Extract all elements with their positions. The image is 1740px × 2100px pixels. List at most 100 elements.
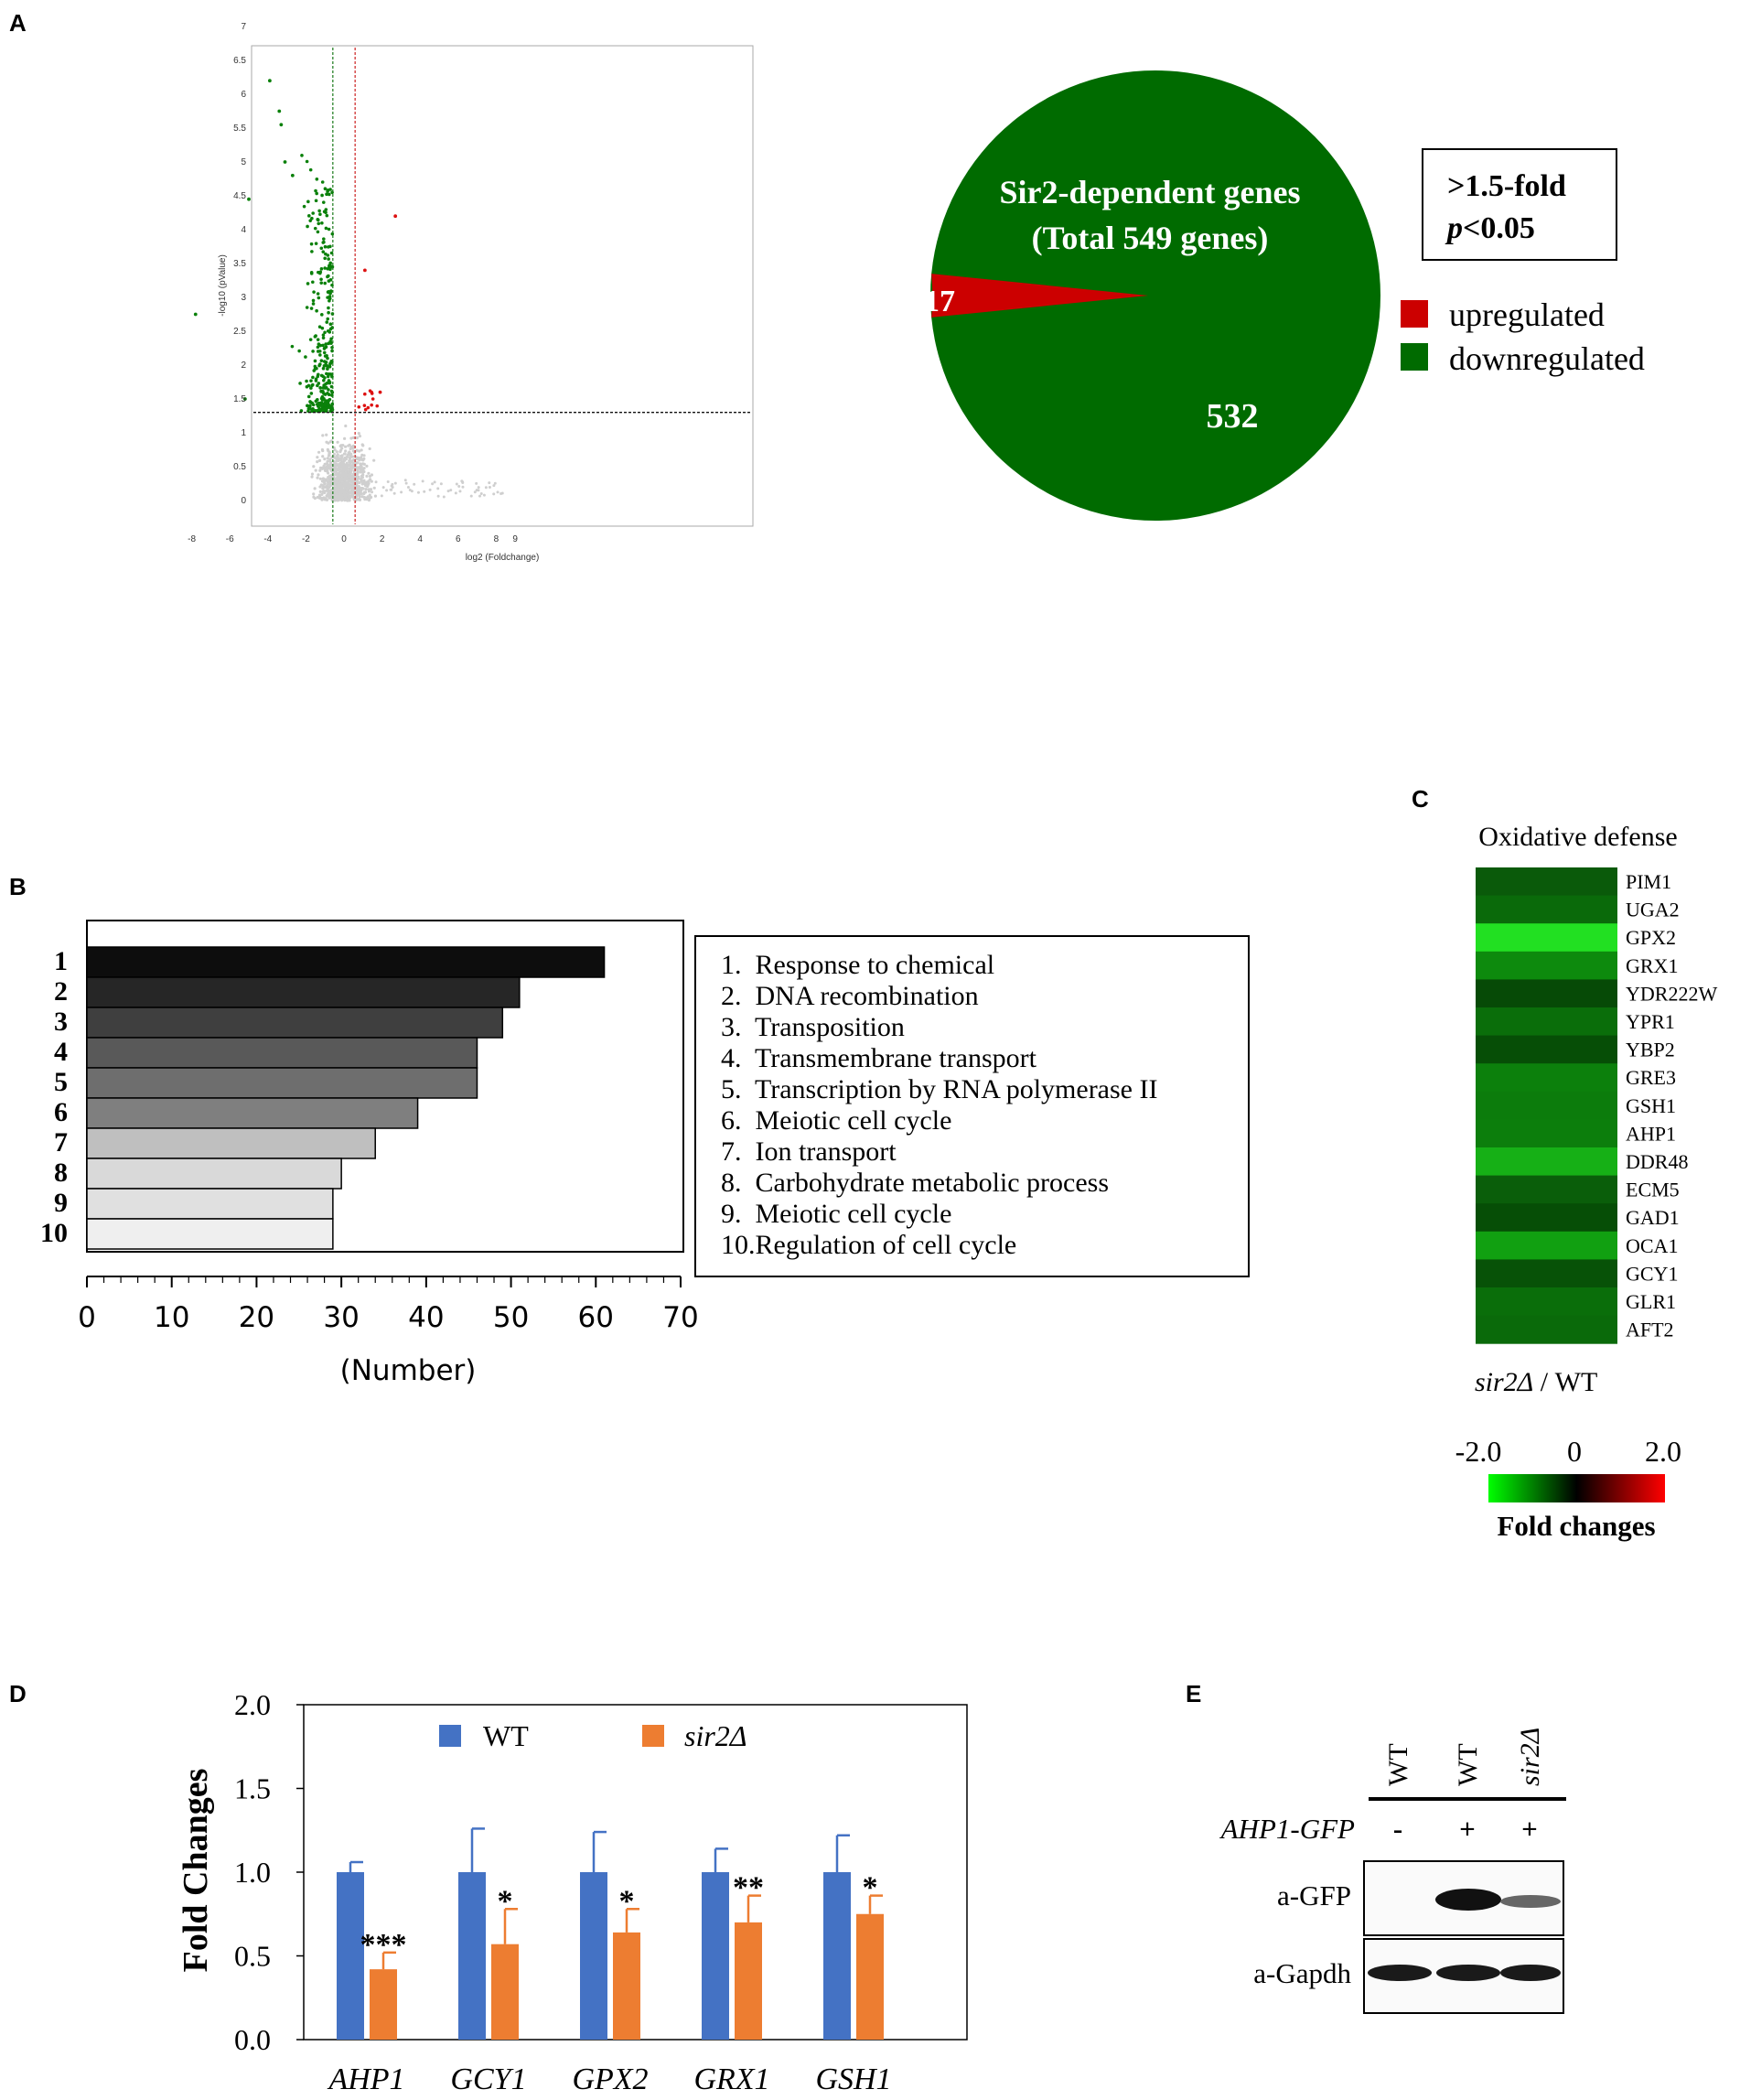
volcano-point-grey [316, 476, 319, 479]
go-bar [86, 1097, 419, 1129]
volcano-point-grey [317, 493, 322, 497]
volcano-point-grey [344, 424, 348, 428]
volcano-point-down [283, 160, 287, 164]
volcano-point-down [299, 409, 304, 413]
volcano-point-down [326, 356, 329, 361]
criteria-pvalue: p<0.05 [1445, 211, 1535, 245]
lane-label-3: sir2Δ [1515, 1728, 1545, 1786]
heatmap-gene-label: DDR48 [1626, 1150, 1688, 1173]
volcano-point-grey [475, 481, 478, 485]
volcano-point-down [324, 342, 328, 346]
go-x-axis: 0 10 20 30 40 50 60 70 [78, 1276, 699, 1334]
volcano-point-down [311, 382, 315, 387]
volcano-point-down [326, 245, 330, 249]
volcano-point-down [323, 401, 328, 404]
volcano-y-tick: 1.5 [233, 394, 246, 404]
qpcr-bar-sir2 [491, 1944, 519, 2040]
volcano-point-grey [349, 436, 353, 440]
volcano-point-down [315, 177, 319, 181]
volcano-x-tick: -6 [226, 534, 234, 544]
heatmap-gene-label: ECM5 [1626, 1179, 1680, 1201]
western-blot: WT WT sir2Δ AHP1-GFP - + + a-GFP a-Gapdh [1219, 1728, 1566, 2014]
volcano-point-down [311, 298, 316, 303]
volcano-point-grey [357, 488, 360, 492]
volcano-point-down [316, 292, 320, 296]
volcano-point-grey [364, 487, 368, 491]
heatmap-cell [1476, 1007, 1617, 1037]
volcano-point-grey [338, 478, 342, 481]
qpcr-category-label: GRX1 [693, 2062, 769, 2096]
pie-label-upregulated: 17 [924, 285, 955, 318]
volcano-point-down [315, 366, 318, 371]
volcano-point-grey [493, 481, 497, 485]
volcano-point-down [321, 200, 326, 204]
volcano-point-grey [318, 468, 322, 472]
volcano-point-grey [342, 492, 346, 496]
volcano-point-down [322, 378, 326, 382]
heatmap-cell [1476, 1287, 1617, 1317]
volcano-point-up [362, 404, 367, 407]
volcano-point-down [326, 266, 330, 271]
legend-swatch-upregulated [1401, 300, 1428, 328]
volcano-point-down [325, 320, 329, 324]
volcano-point-down [306, 282, 310, 285]
volcano-point-grey [345, 455, 349, 459]
legend-upregulated: upregulated [1449, 296, 1605, 333]
volcano-point-down [329, 337, 333, 341]
volcano-point-grey [360, 465, 363, 468]
volcano-point-grey [442, 495, 446, 499]
volcano-point-grey [319, 483, 323, 487]
volcano-point-grey [477, 486, 480, 490]
pie-label-downregulated: 532 [1207, 397, 1259, 436]
heatmap-cell [1476, 979, 1617, 1008]
volcano-point-grey [367, 488, 371, 491]
volcano-point-grey [351, 495, 355, 499]
heatmap-gene-label: AHP1 [1626, 1122, 1676, 1145]
volcano-point-grey [367, 471, 371, 475]
volcano-point-grey [350, 475, 355, 479]
volcano-point-grey [336, 453, 339, 457]
volcano-point-down [306, 224, 309, 229]
volcano-point-up [375, 404, 380, 408]
qpcr-category-label: GCY1 [450, 2062, 526, 2096]
volcano-point-down [323, 244, 328, 249]
volcano-point-grey [349, 480, 354, 484]
lane-label-1: WT [1383, 1743, 1413, 1786]
heatmap-cell [1476, 895, 1617, 924]
volcano-point-down [316, 374, 320, 379]
qpcr-legend-swatch-sir2 [642, 1725, 664, 1747]
volcano-point-grey [360, 495, 364, 499]
volcano-point-grey [331, 489, 335, 492]
volcano-point-down [320, 313, 324, 317]
go-bar [86, 946, 606, 978]
volcano-point-down [310, 407, 314, 412]
volcano-point-down [314, 242, 318, 245]
heatmap-title: Oxidative defense [1478, 822, 1677, 852]
volcano-point-grey [345, 489, 349, 492]
qpcr-bar-wt [702, 1872, 729, 2040]
volcano-point-down [319, 281, 324, 285]
volcano-point-grey [343, 436, 347, 440]
volcano-point-down [327, 388, 330, 392]
volcano-point-grey [327, 494, 330, 498]
criteria-box [1422, 148, 1617, 261]
volcano-point-grey [328, 452, 331, 456]
heatmap-cell [1476, 1315, 1617, 1344]
go-category-label: 10 [40, 1218, 68, 1248]
volcano-point-down [326, 328, 330, 333]
volcano-point-down [328, 405, 332, 410]
volcano-point-down [314, 379, 318, 382]
volcano-point-down [325, 385, 328, 390]
volcano-point-grey [457, 485, 461, 489]
volcano-point-down [304, 355, 307, 359]
volcano-point-down [316, 218, 320, 221]
volcano-point-grey [328, 477, 332, 480]
volcano-point-grey [355, 486, 359, 490]
qpcr-significance: * [619, 1884, 635, 1918]
heatmap-cell [1476, 1147, 1617, 1177]
volcano-point-down [311, 375, 315, 380]
volcano-x-tick: 0 [341, 534, 347, 544]
volcano-point-grey [334, 480, 338, 484]
volcano-point-down [306, 404, 309, 408]
